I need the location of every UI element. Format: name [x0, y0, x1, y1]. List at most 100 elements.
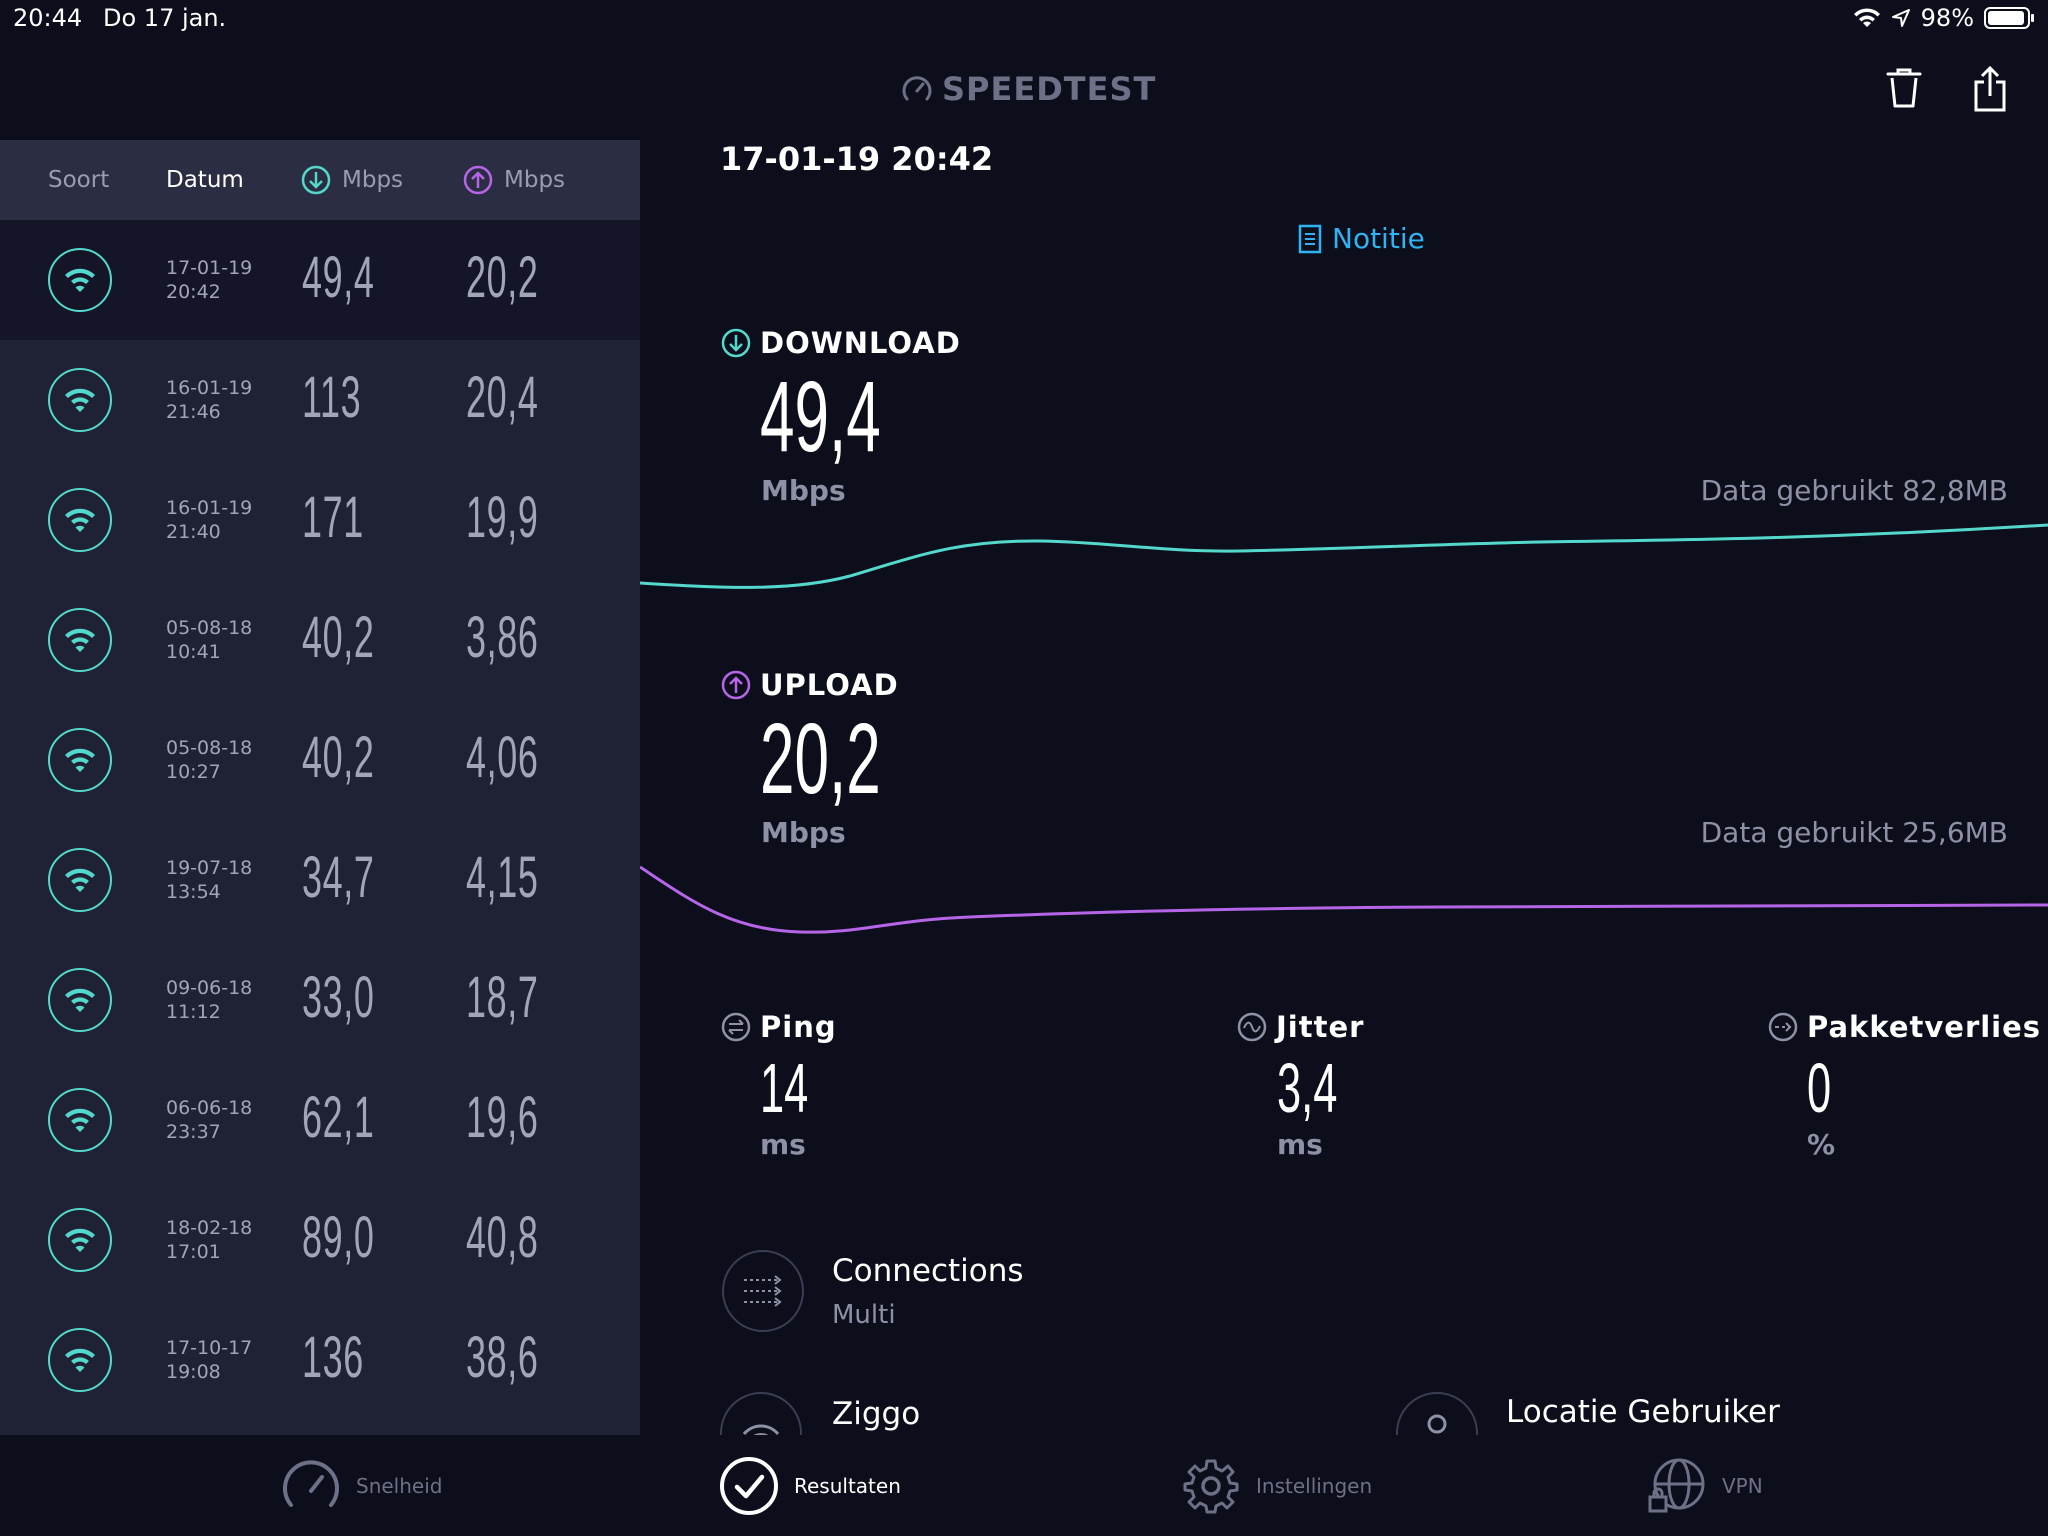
row-upload: 20,4	[466, 365, 539, 430]
row-download: 62,1	[302, 1085, 375, 1150]
result-row[interactable]: 16-01-19 21:40 171 19,9	[0, 460, 640, 580]
row-time: 11:12	[166, 1001, 221, 1023]
result-row[interactable]: 17-01-19 20:42 49,4 20,2	[0, 220, 640, 340]
header-type[interactable]: Soort	[48, 167, 110, 193]
connections-value: Multi	[832, 1300, 896, 1330]
connection-type-icon	[48, 608, 112, 672]
speedometer-icon	[902, 76, 932, 101]
result-row[interactable]: 09-06-18 11:12 33,0 18,7	[0, 940, 640, 1060]
ping-unit: ms	[760, 1128, 806, 1161]
row-upload: 19,9	[466, 485, 539, 550]
result-row[interactable]: 06-06-18 23:37 62,1 19,6	[0, 1060, 640, 1180]
tab-speed[interactable]: Snelheid	[280, 1435, 442, 1536]
result-datetime: 17-01-19 20:42	[720, 140, 994, 178]
result-row[interactable]: 05-08-18 10:27 40,2 4,06	[0, 700, 640, 820]
row-datetime: 06-06-18 23:37	[166, 1096, 252, 1144]
header-download[interactable]: Mbps	[300, 164, 403, 196]
row-date: 19-07-18	[166, 857, 253, 879]
tab-bar: Snelheid Resultaten Instellingen VPN	[0, 1435, 2048, 1536]
connection-type-icon	[48, 1328, 112, 1392]
wifi-icon	[65, 748, 95, 772]
tab-speed-label: Snelheid	[356, 1473, 443, 1498]
row-time: 10:27	[166, 761, 221, 783]
share-icon[interactable]	[1972, 66, 2008, 112]
wifi-icon	[65, 988, 95, 1012]
tab-settings[interactable]: Instellingen	[1180, 1435, 1372, 1536]
row-download: 49,4	[302, 245, 375, 310]
row-upload: 19,6	[466, 1085, 539, 1150]
jitter-unit: ms	[1277, 1128, 1323, 1161]
row-date: 16-01-19	[166, 497, 253, 519]
row-upload: 20,2	[466, 245, 539, 310]
toolbar	[1884, 66, 2008, 112]
row-download: 136	[302, 1325, 364, 1390]
trash-icon[interactable]	[1884, 66, 1924, 110]
wifi-icon	[65, 268, 95, 292]
wifi-icon	[65, 388, 95, 412]
location-arrow-icon	[1891, 9, 1910, 27]
packet-loss-value: 0	[1807, 1049, 1832, 1127]
status-time: 20:44	[13, 4, 83, 32]
row-upload: 4,15	[466, 845, 539, 910]
result-row[interactable]: 17-10-17 19:08 136 38,6	[0, 1300, 640, 1420]
connection-type-icon	[48, 1088, 112, 1152]
row-download: 34,7	[302, 845, 375, 910]
list-header: Soort Datum Mbps Mbps	[0, 140, 640, 220]
row-download: 113	[302, 365, 362, 430]
row-date: 06-06-18	[166, 1097, 253, 1119]
result-row[interactable]: 19-07-18 13:54 34,7 4,15	[0, 820, 640, 940]
logo-text: SPEEDTEST	[942, 70, 1157, 108]
location-icon	[1396, 1392, 1478, 1435]
provider-icon	[720, 1392, 802, 1435]
row-download: 171	[302, 485, 364, 550]
connection-type-icon	[48, 488, 112, 552]
ping-icon	[721, 1012, 751, 1042]
gear-icon	[1183, 1459, 1239, 1513]
wifi-icon	[65, 1348, 95, 1372]
tab-results[interactable]: Resultaten	[718, 1435, 901, 1536]
packet-loss-icon	[1768, 1012, 1798, 1042]
row-datetime: 09-06-18 11:12	[166, 976, 252, 1024]
download-arrow-icon	[721, 328, 751, 358]
download-unit: Mbps	[761, 474, 846, 507]
status-date: Do 17 jan.	[103, 4, 227, 32]
multi-arrow-icon	[744, 1275, 782, 1307]
upload-arrow-icon	[721, 670, 751, 700]
result-row[interactable]: 16-01-19 21:46 113 20,4	[0, 340, 640, 460]
connection-type-icon	[48, 728, 112, 792]
row-upload: 3,86	[466, 605, 539, 670]
download-data-used: Data gebruikt 82,8MB	[1700, 474, 2008, 507]
packet-loss-unit: %	[1807, 1128, 1836, 1161]
row-datetime: 16-01-19 21:40	[166, 496, 252, 544]
tab-vpn[interactable]: VPN	[1646, 1435, 1763, 1536]
row-upload: 4,06	[466, 725, 539, 790]
row-date: 17-10-17	[166, 1337, 253, 1359]
row-time: 20:42	[166, 281, 221, 303]
row-time: 21:46	[166, 401, 221, 423]
row-datetime: 05-08-18 10:27	[166, 736, 252, 784]
row-download: 33,0	[302, 965, 375, 1030]
row-datetime: 19-07-18 13:54	[166, 856, 252, 904]
provider-icon-wrap	[720, 1392, 802, 1435]
globe-lock-icon	[1648, 1458, 1705, 1512]
connection-type-icon	[48, 968, 112, 1032]
battery-percent: 98%	[1920, 4, 1974, 32]
checkmark-circle-icon	[720, 1456, 778, 1515]
header-upload[interactable]: Mbps	[462, 164, 565, 196]
header-date[interactable]: Datum	[166, 167, 244, 193]
row-upload: 38,6	[466, 1325, 539, 1390]
download-arrow-icon	[301, 165, 331, 195]
tab-settings-label: Instellingen	[1256, 1473, 1373, 1498]
wifi-icon	[65, 628, 95, 652]
row-datetime: 17-01-19 20:42	[166, 256, 252, 304]
packet-loss-label-text: Pakketverlies	[1807, 1010, 2042, 1044]
result-row[interactable]: 18-02-18 17:01 89,0 40,8	[0, 1180, 640, 1300]
note-button[interactable]: Notitie	[1298, 222, 1425, 255]
row-date: 05-08-18	[166, 737, 253, 759]
upload-value: 20,2	[760, 703, 881, 815]
status-bar: 20:44 Do 17 jan. 98%	[0, 0, 2048, 40]
result-row[interactable]: 05-08-18 10:41 40,2 3,86	[0, 580, 640, 700]
download-label-text: DOWNLOAD	[760, 326, 961, 360]
jitter-label: Jitter	[1236, 1010, 1364, 1044]
row-datetime: 16-01-19 21:46	[166, 376, 252, 424]
